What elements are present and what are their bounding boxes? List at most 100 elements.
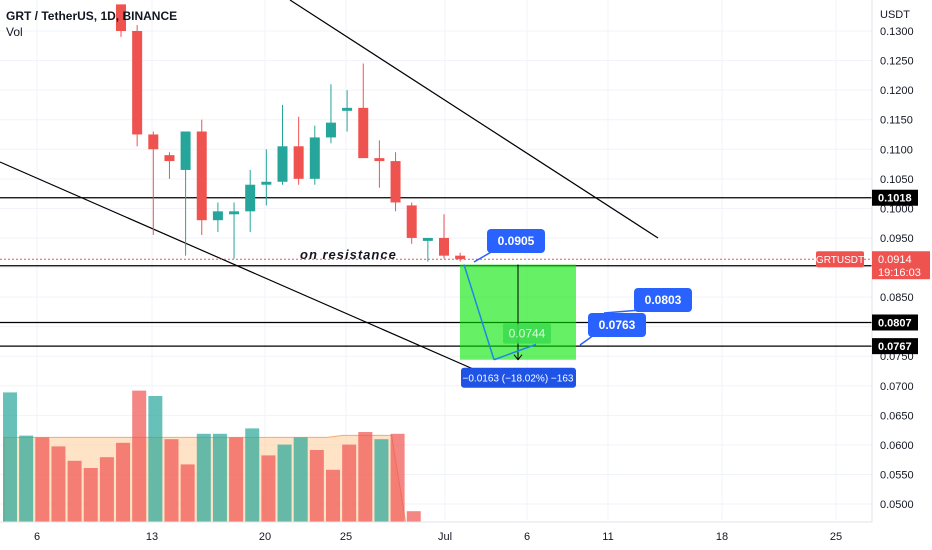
time-tick: 6 — [524, 531, 530, 543]
candle-body — [180, 131, 191, 170]
time-tick: 18 — [716, 531, 728, 543]
resistance-label: on resistance — [300, 247, 397, 262]
candle-body — [164, 155, 175, 162]
volume-bar — [406, 511, 421, 522]
time-tick: 25 — [340, 531, 352, 543]
price-tick: 0.0650 — [880, 410, 914, 422]
candle-body — [245, 184, 256, 212]
price-tick: 0.0700 — [880, 381, 914, 393]
candle-body — [261, 181, 272, 185]
volume-bar — [35, 437, 50, 522]
volume-bar — [19, 435, 34, 522]
symbol-tag — [816, 251, 864, 268]
candle-body — [229, 211, 240, 215]
projection-line — [493, 343, 537, 361]
symbol-title: GRT / TetherUS, 1D, BINANCE — [6, 9, 178, 23]
candle-body — [132, 31, 143, 135]
volume-bar — [309, 450, 324, 522]
price-tick: 0.1200 — [880, 85, 914, 97]
volume-bar — [196, 433, 211, 522]
volume-bar — [83, 468, 98, 522]
volume-bar — [374, 439, 389, 522]
level-price-box — [872, 338, 918, 355]
measure-result: −0.0163 (−18.02%) −163 — [463, 374, 574, 385]
projection-line — [463, 264, 495, 360]
candle-body — [212, 211, 223, 221]
callout-target1-pointer — [603, 309, 641, 314]
volume-bar — [148, 396, 163, 522]
volume-bar — [293, 437, 308, 522]
chart-header: GRT / TetherUS, 1D, BINANCE Vol — [6, 8, 177, 40]
price-axis[interactable]: USDT 0.0500 0.0550 0.0600 0.0650 0.0700 0.0750… — [816, 0, 932, 550]
trendlines[interactable] — [0, 0, 659, 373]
volume-bar — [212, 433, 227, 522]
volume-bar — [245, 428, 260, 522]
horizontal-levels[interactable] — [0, 197, 872, 347]
current-price: 0.0914 — [878, 254, 912, 266]
volume-bar — [277, 444, 292, 522]
candle-body — [325, 122, 336, 138]
candle-body — [148, 134, 159, 150]
callout-entry-pointer — [473, 250, 494, 263]
candle-body — [439, 237, 449, 256]
time-tick: 25 — [830, 531, 842, 543]
volume-bar — [180, 464, 195, 522]
price-tick: 0.0750 — [880, 351, 914, 363]
volume-bar — [261, 455, 276, 522]
time-axis-bg — [0, 522, 932, 550]
measure-tool[interactable]: 0.0744 −0.0163 (−18.02%) −163 — [460, 264, 576, 388]
candle-body — [196, 131, 207, 221]
level-price-box — [872, 314, 918, 331]
candle-body — [406, 205, 417, 238]
price-tick: 0.1250 — [880, 56, 914, 68]
current-price-box — [872, 251, 930, 280]
callout-target2-text: 0.0763 — [599, 318, 636, 332]
volume-bar — [326, 469, 340, 522]
price-axis-unit: USDT — [880, 9, 910, 21]
measure-label: 0.0744 — [509, 327, 546, 341]
candle-body — [277, 146, 288, 182]
volume-bar — [342, 444, 357, 522]
candle-body — [309, 137, 320, 179]
candles — [116, 4, 466, 262]
candle-body — [293, 146, 304, 179]
price-tick: 0.1000 — [880, 203, 914, 215]
measure-label-box — [503, 323, 551, 344]
volume-bar — [67, 460, 82, 522]
level-price-label: 0.0767 — [878, 341, 912, 353]
price-tick: 0.1100 — [880, 144, 913, 156]
countdown: 19:16:03 — [878, 267, 921, 279]
descending-trendline-lower — [0, 161, 481, 373]
callout-entry-text: 0.0905 — [498, 234, 535, 248]
volume-bar — [358, 432, 373, 522]
volume-bar — [132, 390, 147, 522]
callout-entry-box — [487, 229, 545, 253]
price-tick: 0.0500 — [880, 499, 914, 511]
time-tick: 6 — [34, 531, 40, 543]
time-tick: Jul — [438, 531, 452, 543]
volume-bar — [3, 392, 17, 522]
level-price-box — [872, 189, 918, 206]
time-tick: 13 — [146, 531, 158, 543]
price-tick: 0.0850 — [880, 292, 914, 304]
price-tick: 0.1050 — [880, 174, 914, 186]
candle-body — [358, 107, 369, 159]
grid — [0, 0, 872, 520]
annotations[interactable]: on resistance 0.0905 0.0803 0.0763 — [300, 229, 692, 346]
price-tick: 0.0550 — [880, 469, 914, 481]
candle-body — [342, 107, 353, 111]
level-price-label: 0.0807 — [878, 317, 912, 329]
volume-bars — [3, 390, 421, 523]
price-tick: 0.0950 — [880, 233, 914, 245]
measure-result-box — [461, 367, 576, 388]
time-tick: 11 — [602, 531, 613, 543]
candle-body — [422, 237, 433, 241]
descending-trendline-upper — [289, 0, 659, 239]
volume-label: Vol — [6, 25, 23, 39]
candle-body — [116, 4, 126, 32]
callout-target1-text: 0.0803 — [645, 293, 682, 307]
volume-bar — [116, 442, 131, 522]
time-axis[interactable]: 6 13 20 25 Jul 6 11 18 25 — [0, 521, 932, 550]
volume-bar — [229, 437, 244, 522]
